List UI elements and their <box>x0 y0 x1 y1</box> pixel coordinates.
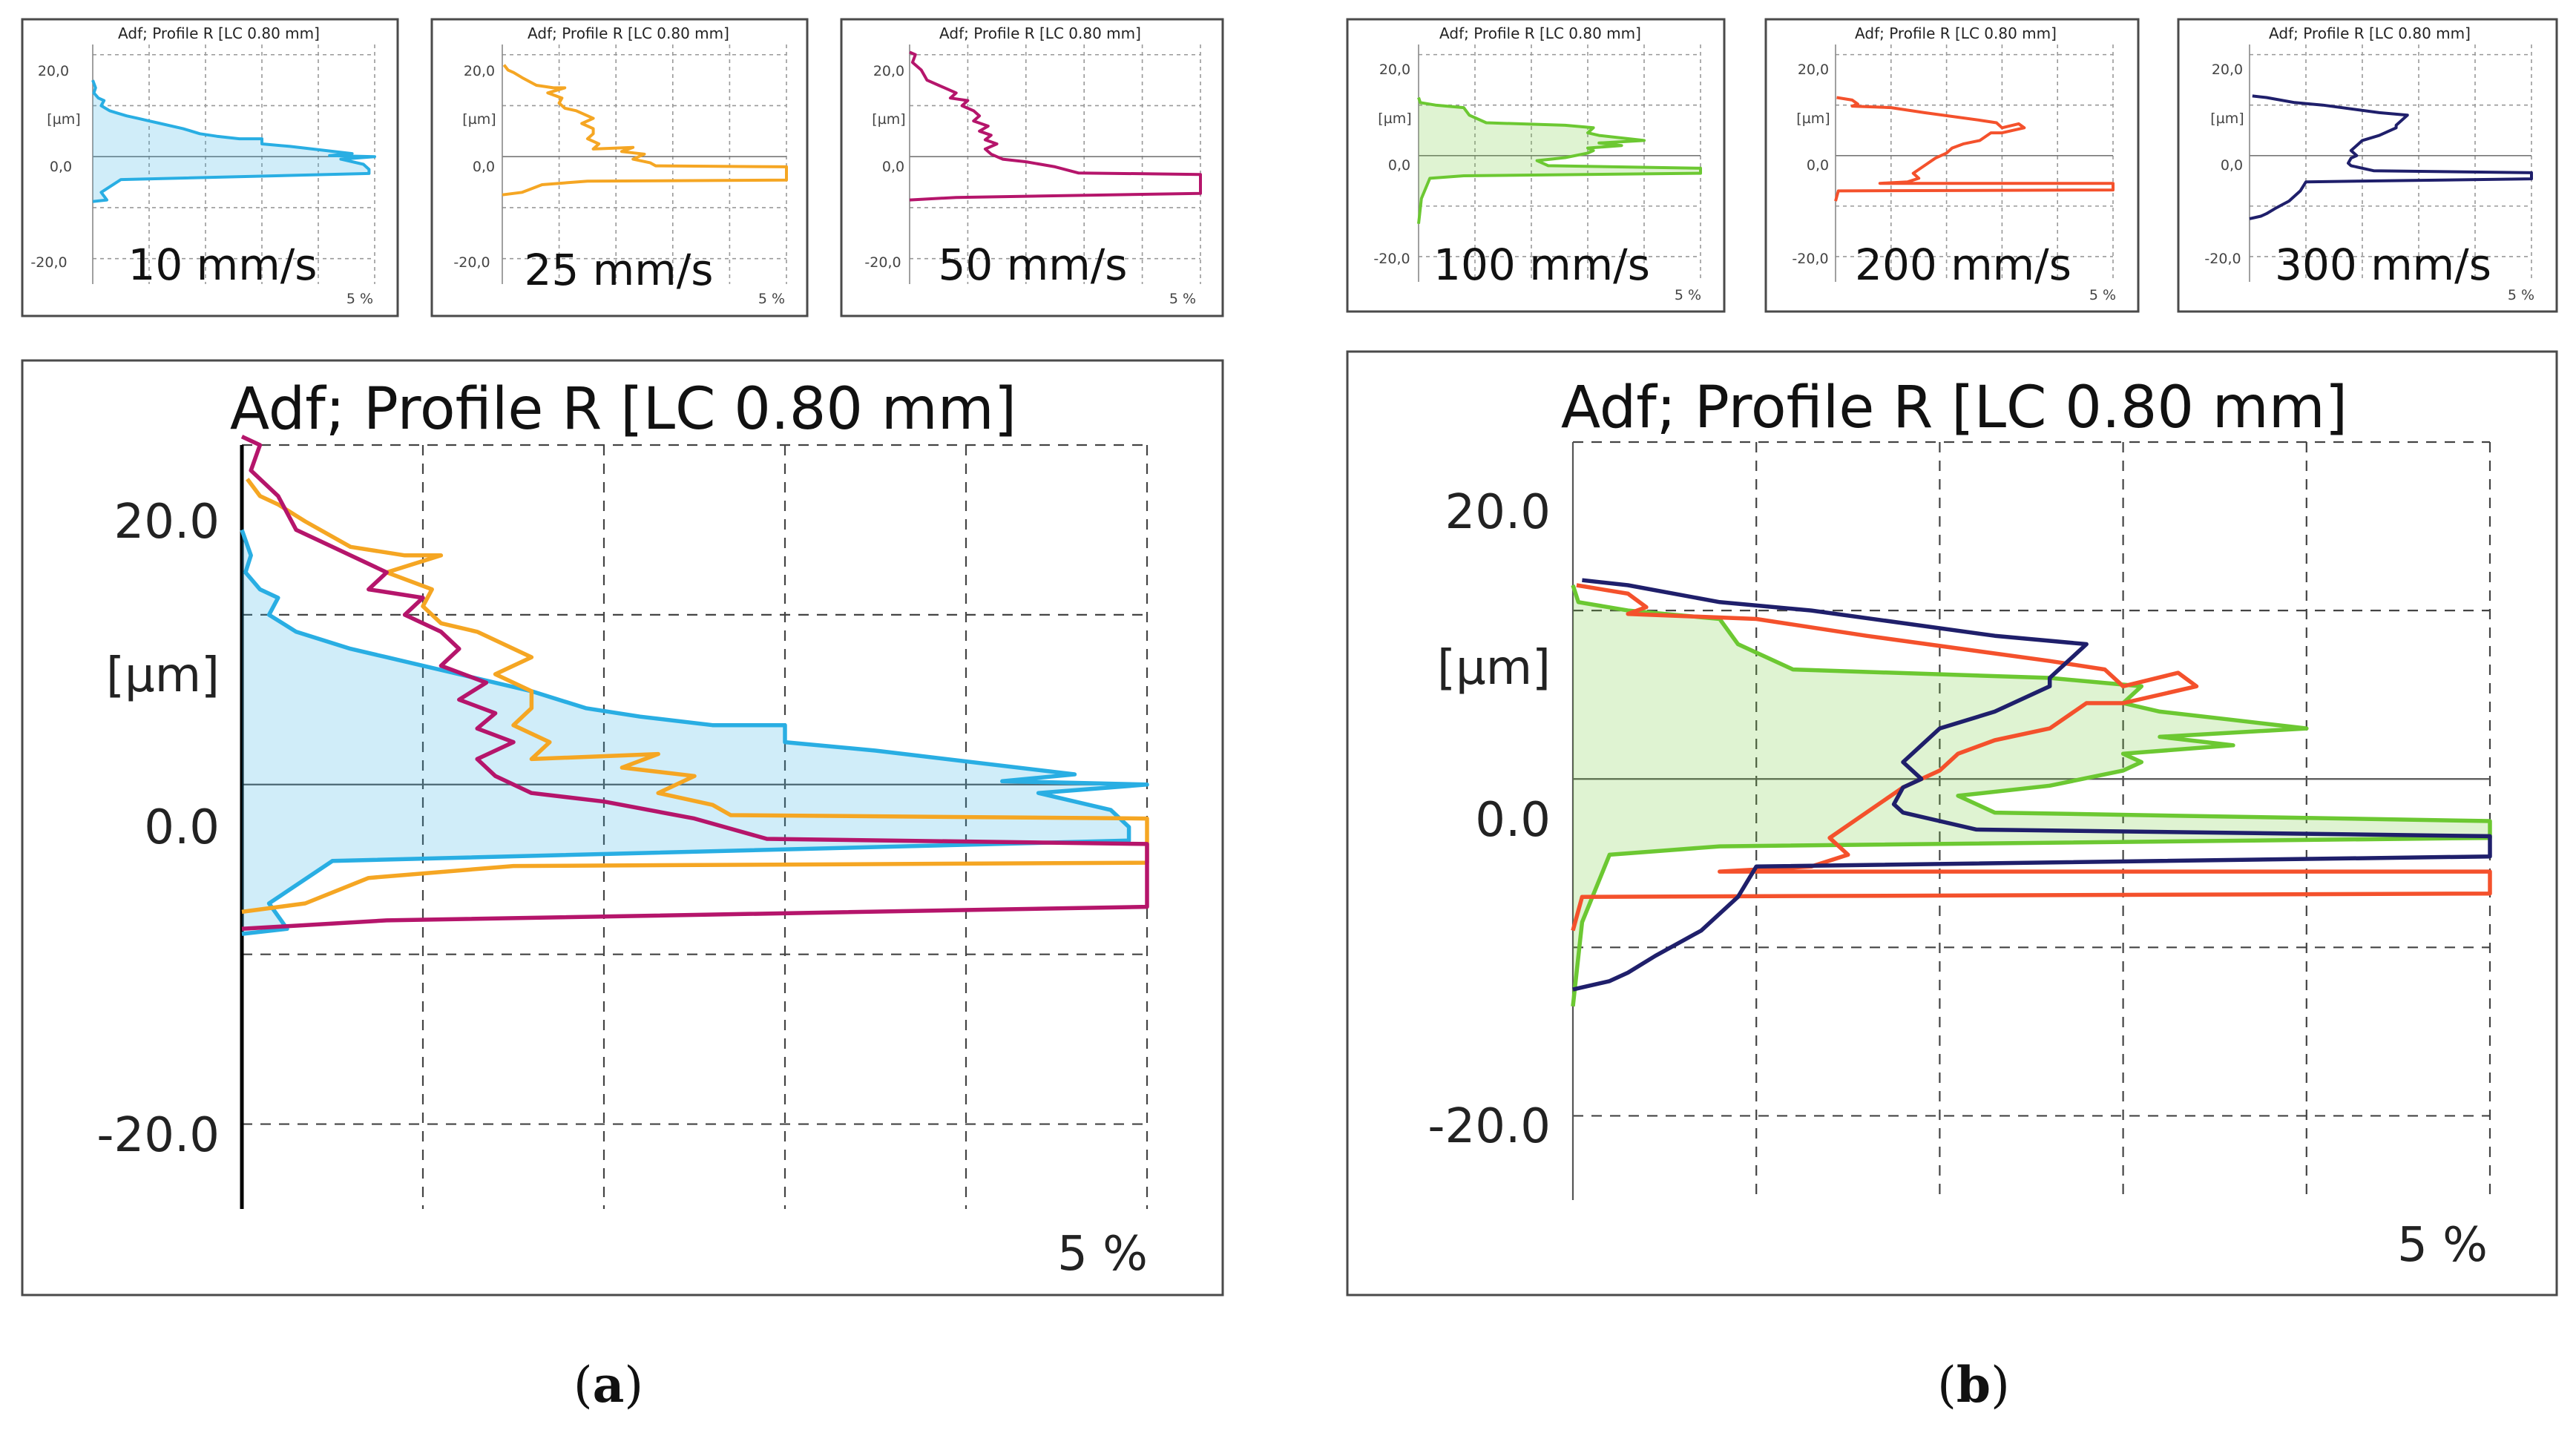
small-title: Adf; Profile R [LC 0.80 mm] <box>1439 24 1641 42</box>
small-title: Adf; Profile R [LC 0.80 mm] <box>1855 24 2057 42</box>
y-unit: [µm] <box>872 111 905 128</box>
combined-title: Adf; Profile R [LC 0.80 mm] <box>230 376 1016 443</box>
y-tick-zero: 0.0 <box>144 800 220 855</box>
y-tick-top: 20.0 <box>1445 485 1551 540</box>
y-tick-zero: 0.0 <box>1475 793 1551 848</box>
combined-panel-b: Adf; Profile R [LC 0.80 mm] 20.0 [µm] 0.… <box>1346 350 2558 1296</box>
y-tick-top: 20,0 <box>464 63 495 79</box>
y-unit: [µm] <box>106 648 220 703</box>
speed-label: 50 mm/s <box>939 240 1128 290</box>
y-unit: [µm] <box>2210 111 2244 127</box>
x-tick-label: 5 % <box>1057 1227 1148 1282</box>
series-line-200-mm-s <box>1571 583 2492 932</box>
y-tick-top: 20,0 <box>38 63 69 79</box>
series-fill-100-mm-s <box>1573 585 2490 1006</box>
series-line-100-mm-s <box>1417 96 1702 224</box>
series-line-25-mm-s <box>502 64 788 197</box>
series-fill-10-mm-s <box>93 80 375 202</box>
x-tick-label: 5 % <box>2397 1218 2488 1273</box>
small-panel-10: Adf; Profile R [LC 0.80 mm] 20,0 [µm] 0,… <box>21 18 399 317</box>
small-title: Adf; Profile R [LC 0.80 mm] <box>118 24 320 42</box>
y-tick-zero: 0,0 <box>882 159 904 175</box>
series-fill-10-mm-s <box>242 530 1147 935</box>
combined-panel-a: Adf; Profile R [LC 0.80 mm] 20.0 [µm] 0.… <box>21 359 1224 1296</box>
speed-label: 100 mm/s <box>1433 240 1650 290</box>
y-unit: [µm] <box>462 111 496 128</box>
y-tick-bottom: -20,0 <box>864 254 901 271</box>
speed-label: 10 mm/s <box>128 240 318 290</box>
small-title: Adf; Profile R [LC 0.80 mm] <box>2269 24 2471 42</box>
series-line-300-mm-s <box>1572 578 2492 992</box>
y-tick-top: 20,0 <box>1379 62 1410 78</box>
y-tick-zero: 0,0 <box>473 159 495 175</box>
y-tick-top: 20,0 <box>1798 62 1829 78</box>
y-tick-zero: 0,0 <box>1807 157 1829 174</box>
y-unit: [µm] <box>1437 641 1551 696</box>
x-tick-label: 5 % <box>1169 291 1196 307</box>
y-tick-zero: 0,0 <box>1388 157 1410 174</box>
y-tick-top: 20,0 <box>873 63 904 79</box>
speed-label: 25 mm/s <box>525 245 714 295</box>
series-line-200-mm-s <box>1834 96 2115 202</box>
small-panel-25: Adf; Profile R [LC 0.80 mm] 20,0 [µm] 0,… <box>430 18 809 317</box>
small-panel-200: Adf; Profile R [LC 0.80 mm] 20,0 [µm] 0,… <box>1764 18 2140 313</box>
small-title: Adf; Profile R [LC 0.80 mm] <box>939 24 1141 42</box>
y-tick-bottom: -20.0 <box>1427 1099 1551 1154</box>
y-tick-zero: 0,0 <box>2221 157 2243 174</box>
y-tick-bottom: -20.0 <box>96 1108 220 1163</box>
y-tick-bottom: -20,0 <box>453 254 490 271</box>
x-tick-label: 5 % <box>346 291 373 307</box>
series-line-10-mm-s <box>240 529 1149 936</box>
combined-title: Adf; Profile R [LC 0.80 mm] <box>1561 375 2347 441</box>
caption-b: (b) <box>1937 1356 2010 1414</box>
y-tick-zero: 0,0 <box>50 159 72 175</box>
series-line-50-mm-s <box>909 50 1202 202</box>
caption-a: (a) <box>574 1356 643 1414</box>
speed-label: 300 mm/s <box>2275 240 2491 290</box>
y-tick-bottom: -20,0 <box>2204 251 2241 267</box>
small-panel-300: Adf; Profile R [LC 0.80 mm] 20,0 [µm] 0,… <box>2177 18 2558 313</box>
series-line-10-mm-s <box>91 79 376 203</box>
y-tick-bottom: -20,0 <box>1373 251 1410 267</box>
x-tick-label: 5 % <box>2089 287 2116 303</box>
y-tick-top: 20,0 <box>2212 62 2243 78</box>
y-tick-bottom: -20,0 <box>30 254 67 271</box>
y-tick-top: 20.0 <box>114 495 220 550</box>
y-tick-bottom: -20,0 <box>1792 251 1828 267</box>
small-title: Adf; Profile R [LC 0.80 mm] <box>528 24 729 42</box>
small-panel-50: Adf; Profile R [LC 0.80 mm] 20,0 [µm] 0,… <box>840 18 1224 317</box>
series-fill-100-mm-s <box>1419 97 1701 224</box>
small-panel-100: Adf; Profile R [LC 0.80 mm] 20,0 [µm] 0,… <box>1346 18 1726 313</box>
x-tick-label: 5 % <box>758 291 785 307</box>
y-unit: [µm] <box>47 111 80 128</box>
x-tick-label: 5 % <box>1675 287 1701 303</box>
series-line-300-mm-s <box>2249 94 2533 220</box>
y-unit: [µm] <box>1378 111 1411 127</box>
speed-label: 200 mm/s <box>1855 240 2071 290</box>
series-line-25-mm-s <box>241 478 1149 915</box>
series-line-50-mm-s <box>240 435 1149 932</box>
x-tick-label: 5 % <box>2508 287 2534 303</box>
y-unit: [µm] <box>1796 111 1830 127</box>
